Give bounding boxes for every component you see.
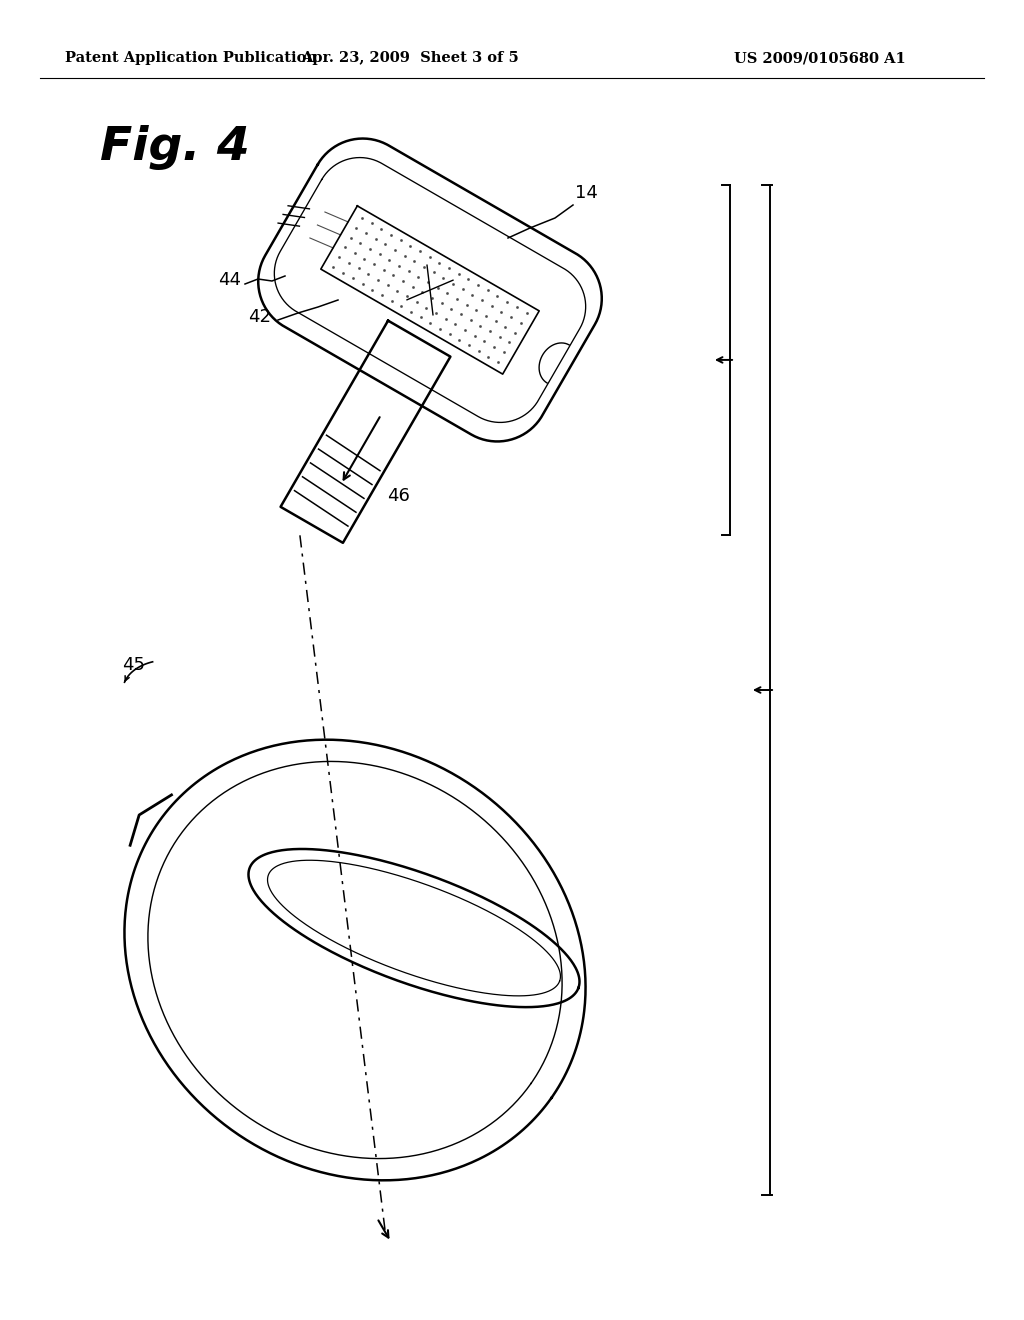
Text: Fig. 4: Fig. 4 (100, 125, 250, 170)
Text: US 2009/0105680 A1: US 2009/0105680 A1 (734, 51, 906, 65)
Text: 44: 44 (218, 271, 241, 289)
Text: 42: 42 (248, 308, 271, 326)
Text: 45: 45 (122, 656, 145, 675)
Text: Apr. 23, 2009  Sheet 3 of 5: Apr. 23, 2009 Sheet 3 of 5 (301, 51, 519, 65)
Text: 14: 14 (575, 183, 598, 202)
Text: 46: 46 (387, 487, 410, 504)
Text: Patent Application Publication: Patent Application Publication (65, 51, 317, 65)
